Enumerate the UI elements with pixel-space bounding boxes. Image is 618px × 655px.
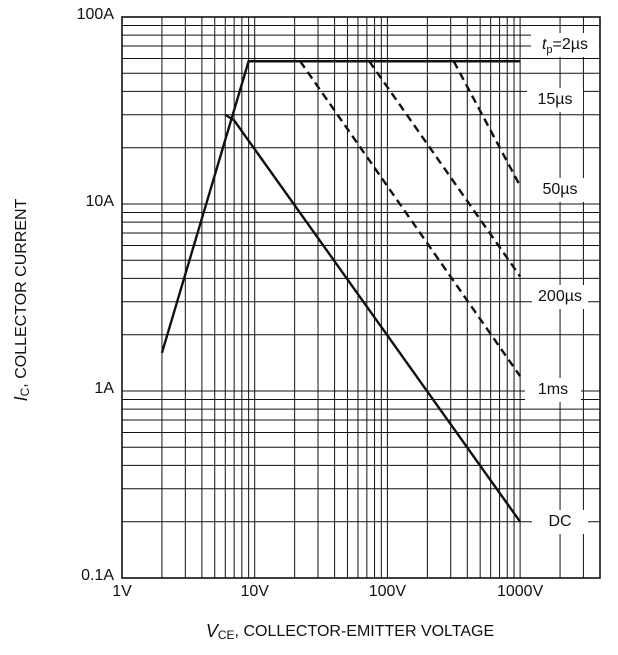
soa-line — [224, 113, 522, 523]
y-label-subscript: C — [18, 387, 32, 396]
curve-label: 1ms — [538, 381, 568, 398]
soa-line — [368, 60, 522, 278]
y-tick-label: 10A — [86, 193, 115, 210]
x-label-subscript: CE — [218, 628, 235, 642]
y-tick-label: 100A — [77, 6, 115, 23]
soa-line — [299, 60, 522, 377]
pulse-label: tp=2µs — [542, 36, 588, 56]
x-tick-label: 1V — [112, 583, 132, 600]
lines — [160, 60, 522, 523]
y-axis-label: IC, COLLECTOR CURRENT — [11, 198, 32, 401]
y-label-text: , COLLECTOR CURRENT — [13, 198, 30, 387]
label-box — [527, 88, 583, 112]
soa-line — [452, 60, 522, 187]
y-tick-label: 0.1A — [81, 567, 114, 584]
plot-frame — [121, 16, 601, 579]
curve-label: 15µs — [537, 91, 572, 108]
x-label-text: , COLLECTOR-EMITTER VOLTAGE — [235, 623, 495, 640]
curve-label: DC — [548, 513, 571, 530]
label-box — [531, 33, 599, 57]
annotations: tp=2µs 15µs 50µs 200µs 1ms DC — [525, 33, 599, 534]
pulse-subscript: p — [546, 44, 552, 56]
soa-line — [160, 60, 521, 354]
x-tick-label: 10V — [240, 583, 269, 600]
x-label-symbol: V — [206, 621, 220, 641]
x-tick-label: 100V — [369, 583, 407, 600]
pulse-symbol: t — [542, 36, 547, 53]
y-tick-label: 1A — [94, 380, 114, 397]
curve-label: 50µs — [542, 181, 577, 198]
curve-label: 200µs — [538, 288, 582, 305]
x-tick-label: 1000V — [497, 583, 544, 600]
label-box — [525, 378, 581, 402]
grid: 1V 10V 100V 1000V 0.1A 1A 10A 100A — [77, 6, 601, 600]
label-box — [532, 285, 588, 309]
y-label-symbol: I — [11, 396, 31, 401]
pulse-text: =2µs — [553, 36, 588, 53]
label-box — [532, 510, 588, 534]
label-box — [532, 178, 588, 202]
x-axis-label: VCE, COLLECTOR-EMITTER VOLTAGE — [206, 621, 494, 642]
